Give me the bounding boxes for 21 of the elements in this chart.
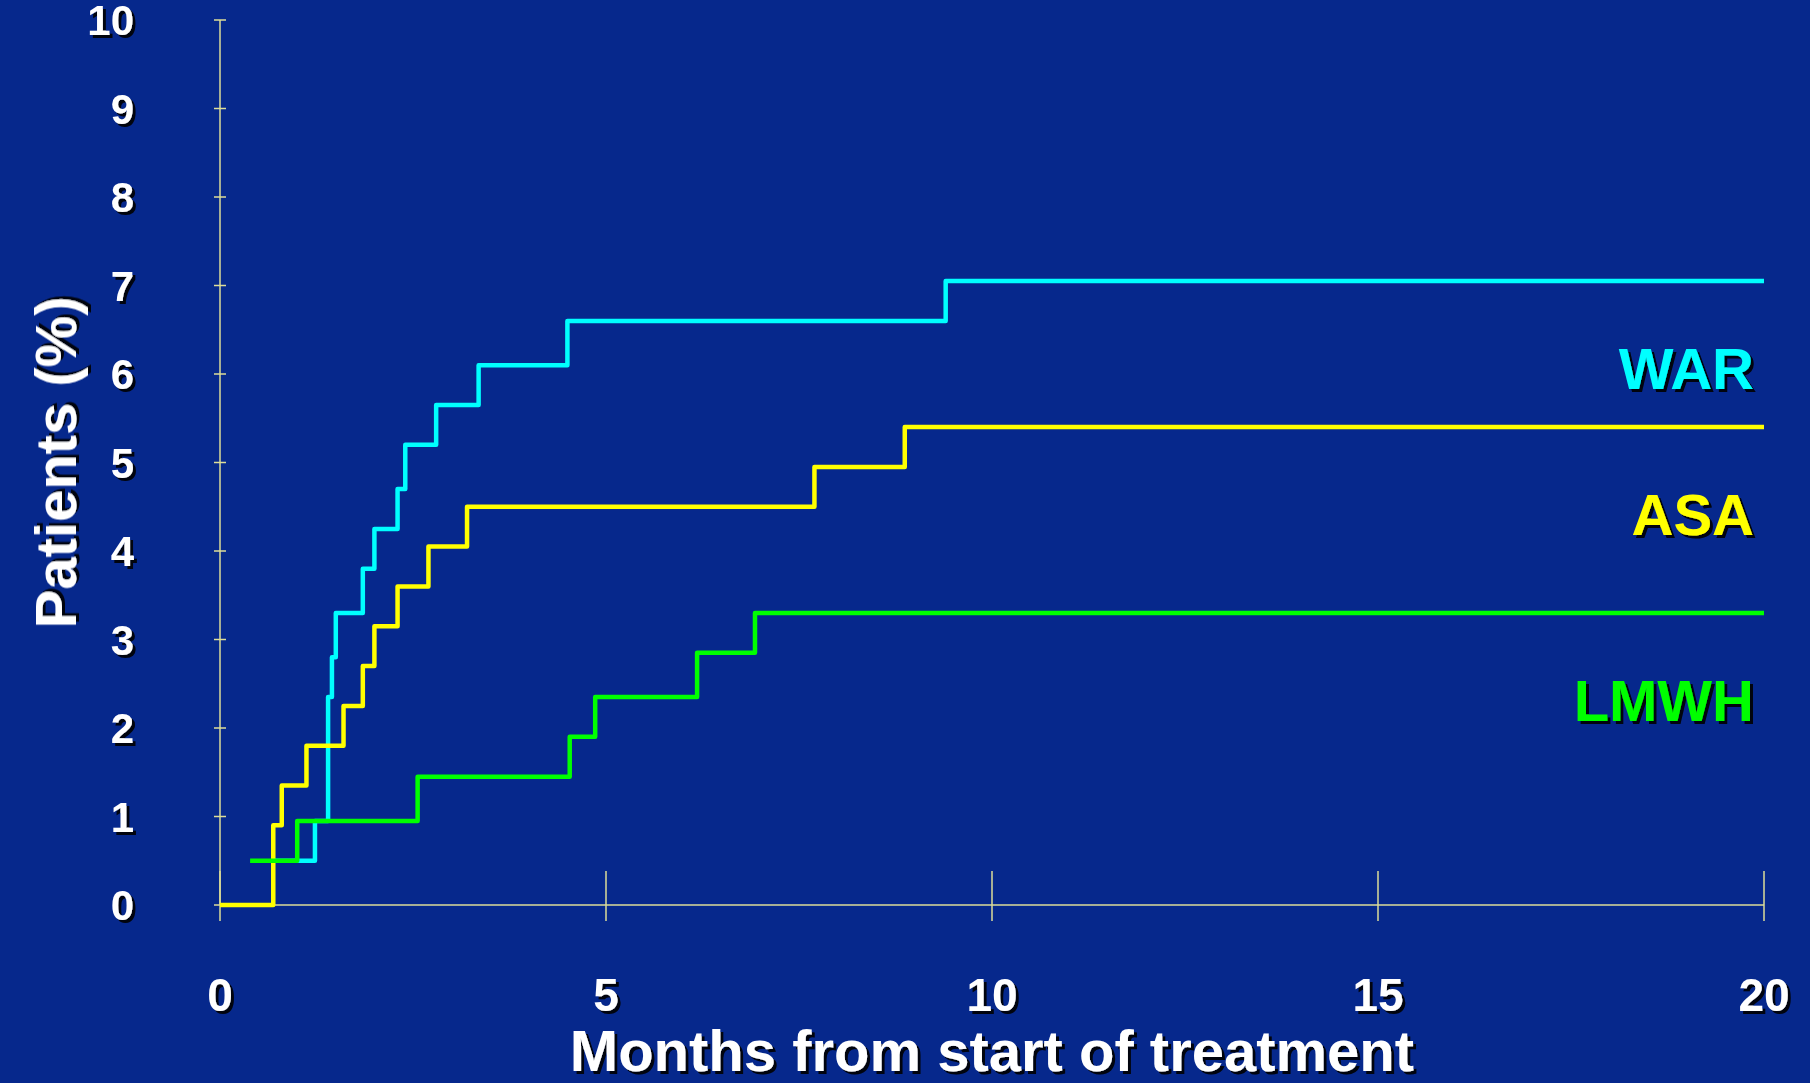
x-tick-label: 15 [1352, 969, 1404, 1021]
y-axis-title: Patients (%) [23, 296, 88, 629]
series-label: ASA [1631, 482, 1754, 548]
y-tick-label: 3 [110, 616, 134, 664]
series-label: LMWH [1573, 667, 1754, 733]
y-tick-label: 10 [87, 0, 134, 45]
y-tick-label: 1 [110, 793, 134, 841]
y-tick-label: 4 [110, 528, 135, 576]
x-axis-title: Months from start of treatment [569, 1018, 1415, 1083]
series-label: WAR [1618, 336, 1754, 402]
y-tick-label: 9 [110, 85, 134, 133]
y-tick-label: 6 [110, 351, 134, 399]
y-tick-label: 7 [110, 262, 134, 310]
y-tick-label: 2 [110, 705, 134, 753]
x-tick-label: 20 [1738, 969, 1790, 1021]
y-tick-label: 5 [110, 439, 134, 487]
y-tick-label: 8 [110, 174, 134, 222]
x-tick-label: 5 [593, 969, 619, 1021]
y-tick-label: 0 [110, 882, 134, 930]
x-tick-label: 10 [966, 969, 1018, 1021]
x-tick-label: 0 [207, 969, 233, 1021]
